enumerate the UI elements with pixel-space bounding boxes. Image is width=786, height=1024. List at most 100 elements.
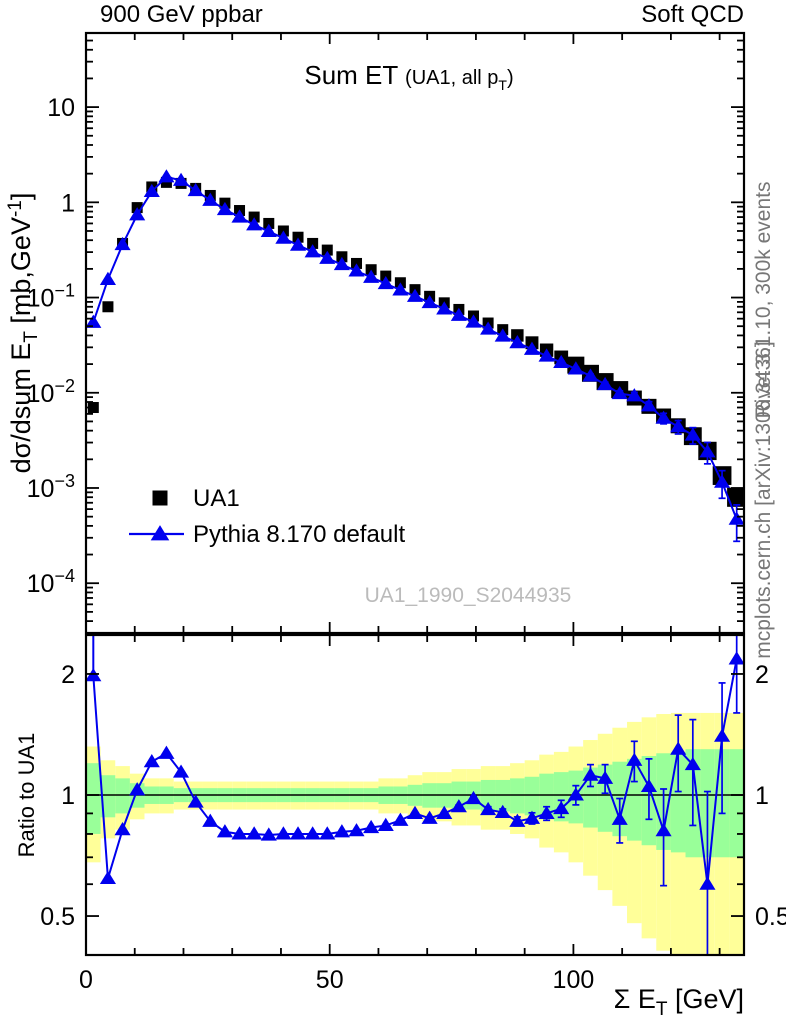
ratio-point (158, 745, 175, 759)
x-tick-label: 100 (553, 966, 595, 994)
pythia-point (597, 376, 614, 391)
ratio-point (553, 800, 570, 815)
ratio-point (289, 826, 307, 840)
ratio-series-group (86, 635, 744, 955)
band-segment (670, 751, 686, 853)
pythia-point (450, 307, 467, 321)
pythia-point (670, 419, 687, 433)
ratio-point (246, 826, 263, 840)
legend-marker-square (152, 490, 168, 506)
ratio-point (523, 810, 541, 824)
plot-title: Sum ET (UA1, all pT) (304, 60, 513, 93)
series-pythia (86, 169, 744, 543)
pythia-point (538, 348, 555, 362)
y-tick-label: 10−1 (27, 281, 75, 313)
pythia-point (567, 361, 584, 375)
y-axis-label-group: dσ/dsum ET [mb,GeV-1] (5, 193, 42, 474)
ratio-point (567, 787, 584, 801)
pythia-point (494, 328, 511, 342)
band-segment (627, 758, 642, 841)
ratio-point (494, 804, 511, 818)
x-tick-label: 0 (79, 966, 93, 994)
uncertainty-bands (86, 712, 744, 955)
ua1-point (102, 301, 114, 313)
y-tick-label: 10 (47, 94, 75, 122)
ratio-point (421, 810, 438, 824)
ratio-point (231, 826, 248, 840)
pythia-point (289, 237, 307, 251)
sidebar-top-group: Rivet 3.1.10, 300k events (752, 182, 775, 419)
ratio-point (99, 870, 116, 885)
ua1-point (87, 402, 99, 414)
ratio-point (202, 813, 219, 827)
ratio-point (670, 741, 687, 755)
ratio-point (172, 764, 190, 778)
ratio-point (509, 813, 526, 827)
pythia-point (187, 182, 204, 197)
ratio-point (684, 756, 701, 771)
pythia-point (129, 207, 146, 221)
pythia-point (626, 388, 643, 402)
ratio-y-tick-label: 1 (61, 782, 75, 810)
ratio-point (480, 801, 497, 816)
ratio-point (436, 805, 453, 819)
pythia-point (333, 256, 350, 271)
ua1-point (292, 231, 304, 243)
pythia-point (655, 410, 672, 424)
main-panel (86, 169, 744, 543)
ratio-point (611, 811, 628, 825)
ratio-point (114, 821, 131, 836)
ratio-point (377, 817, 394, 832)
ratio-point (216, 824, 233, 838)
pythia-point (465, 314, 482, 328)
band-segment (86, 763, 101, 834)
ratio-point (143, 754, 160, 768)
pythia-line (92, 175, 738, 520)
ua1-point (307, 237, 319, 249)
ratio-point (260, 827, 277, 841)
ratio-y-axis-label-group: Ratio to UA1 (14, 733, 39, 858)
pythia-point (172, 172, 190, 186)
y-tick-label: 10−4 (27, 566, 75, 598)
pythia-point (363, 269, 380, 283)
pythia-point (216, 201, 233, 216)
ratio-point (597, 770, 614, 784)
ratio-point (640, 778, 658, 793)
legend-marker-triangle (150, 525, 170, 541)
sidebar-rivet-version: Rivet 3.1.10, 300k events (752, 182, 775, 419)
ratio-point (699, 876, 716, 890)
ratio-y-tick-label-right: 2 (755, 661, 769, 689)
legend-label-ua1: UA1 (193, 485, 240, 512)
ratio-point (363, 819, 380, 834)
y-axis-label: dσ/dsum ET [mb,GeV-1] (5, 193, 42, 474)
ratio-point (275, 826, 292, 840)
series-ua1 (87, 176, 744, 507)
pythia-point (231, 209, 248, 223)
main-series-group (86, 169, 744, 543)
sidebar-bottom-group: mcplots.cern.ch [arXiv:1306.3436] (752, 341, 775, 659)
pythia-point (319, 250, 336, 264)
ratio-point (714, 728, 731, 742)
ratio-point (304, 826, 321, 840)
pythia-point (275, 230, 292, 244)
ratio-point (538, 805, 555, 819)
main-panel-frame (84, 31, 746, 635)
band-segment (100, 775, 116, 818)
pythia-point (509, 334, 526, 349)
ratio-y-tick-label-right: 1 (755, 782, 769, 810)
labels: 0 50 100 10 1 10−1 10−2 10−3 10−4 2 2 1 1 0.5 0.5 900 G… (5, 1, 786, 1020)
y-tick-label: 10−3 (27, 471, 75, 503)
ratio-point (465, 790, 482, 805)
pythia-point (99, 271, 116, 285)
pythia-point (714, 474, 731, 488)
pythia-point (728, 511, 744, 525)
ratio-point (582, 767, 599, 781)
band-segment (524, 776, 540, 816)
header-left: 900 GeV ppbar (100, 1, 263, 28)
ratio-y-tick-label: 2 (61, 661, 75, 689)
ratio-panel (86, 635, 744, 955)
pythia-point (304, 244, 321, 258)
ratio-point (187, 794, 204, 808)
